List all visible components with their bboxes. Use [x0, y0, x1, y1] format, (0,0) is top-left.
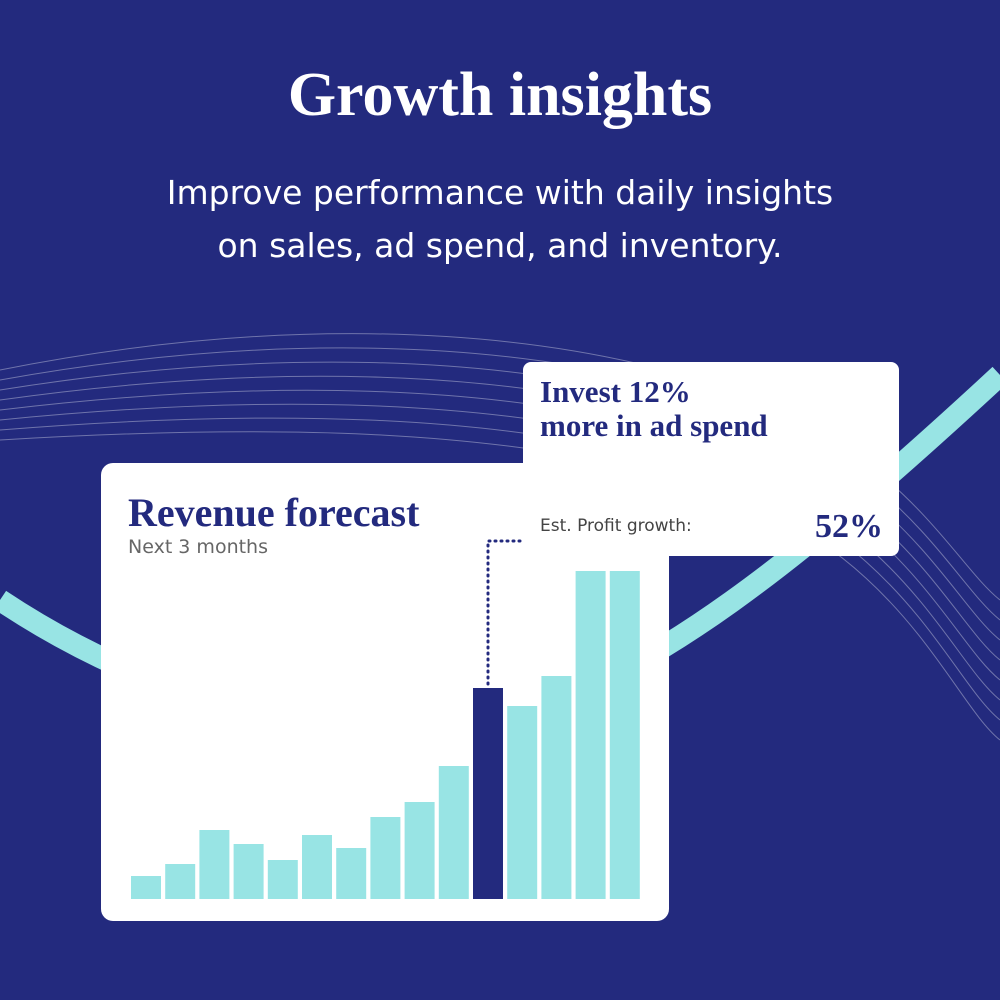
callout-title: Invest 12%: [540, 374, 691, 409]
connector: [486, 539, 524, 686]
card-title: Revenue forecast: [128, 490, 420, 535]
bar: [131, 876, 161, 899]
bar: [302, 835, 332, 899]
bar: [233, 844, 264, 899]
bar: [507, 706, 538, 899]
callout-title: more in ad spend: [540, 408, 768, 443]
bar: [575, 571, 606, 899]
bar: [438, 766, 469, 899]
bar: [370, 817, 401, 899]
bar-chart: [131, 539, 640, 899]
bar: [267, 860, 298, 899]
bar: [609, 571, 640, 899]
callout-card: [523, 362, 899, 556]
callout-label: Est. Profit growth:: [540, 516, 692, 536]
callout-value: 52%: [815, 508, 883, 545]
subtitle: on sales, ad spend, and inventory.: [217, 226, 782, 265]
bar: [199, 830, 230, 899]
card-subtitle: Next 3 months: [128, 536, 268, 558]
bar: [541, 676, 572, 899]
bar: [404, 802, 435, 899]
bar: [473, 688, 503, 899]
bar: [165, 864, 196, 899]
title: Growth insights: [288, 61, 712, 129]
bar: [336, 848, 367, 899]
subtitle: Improve performance with daily insights: [167, 173, 833, 212]
